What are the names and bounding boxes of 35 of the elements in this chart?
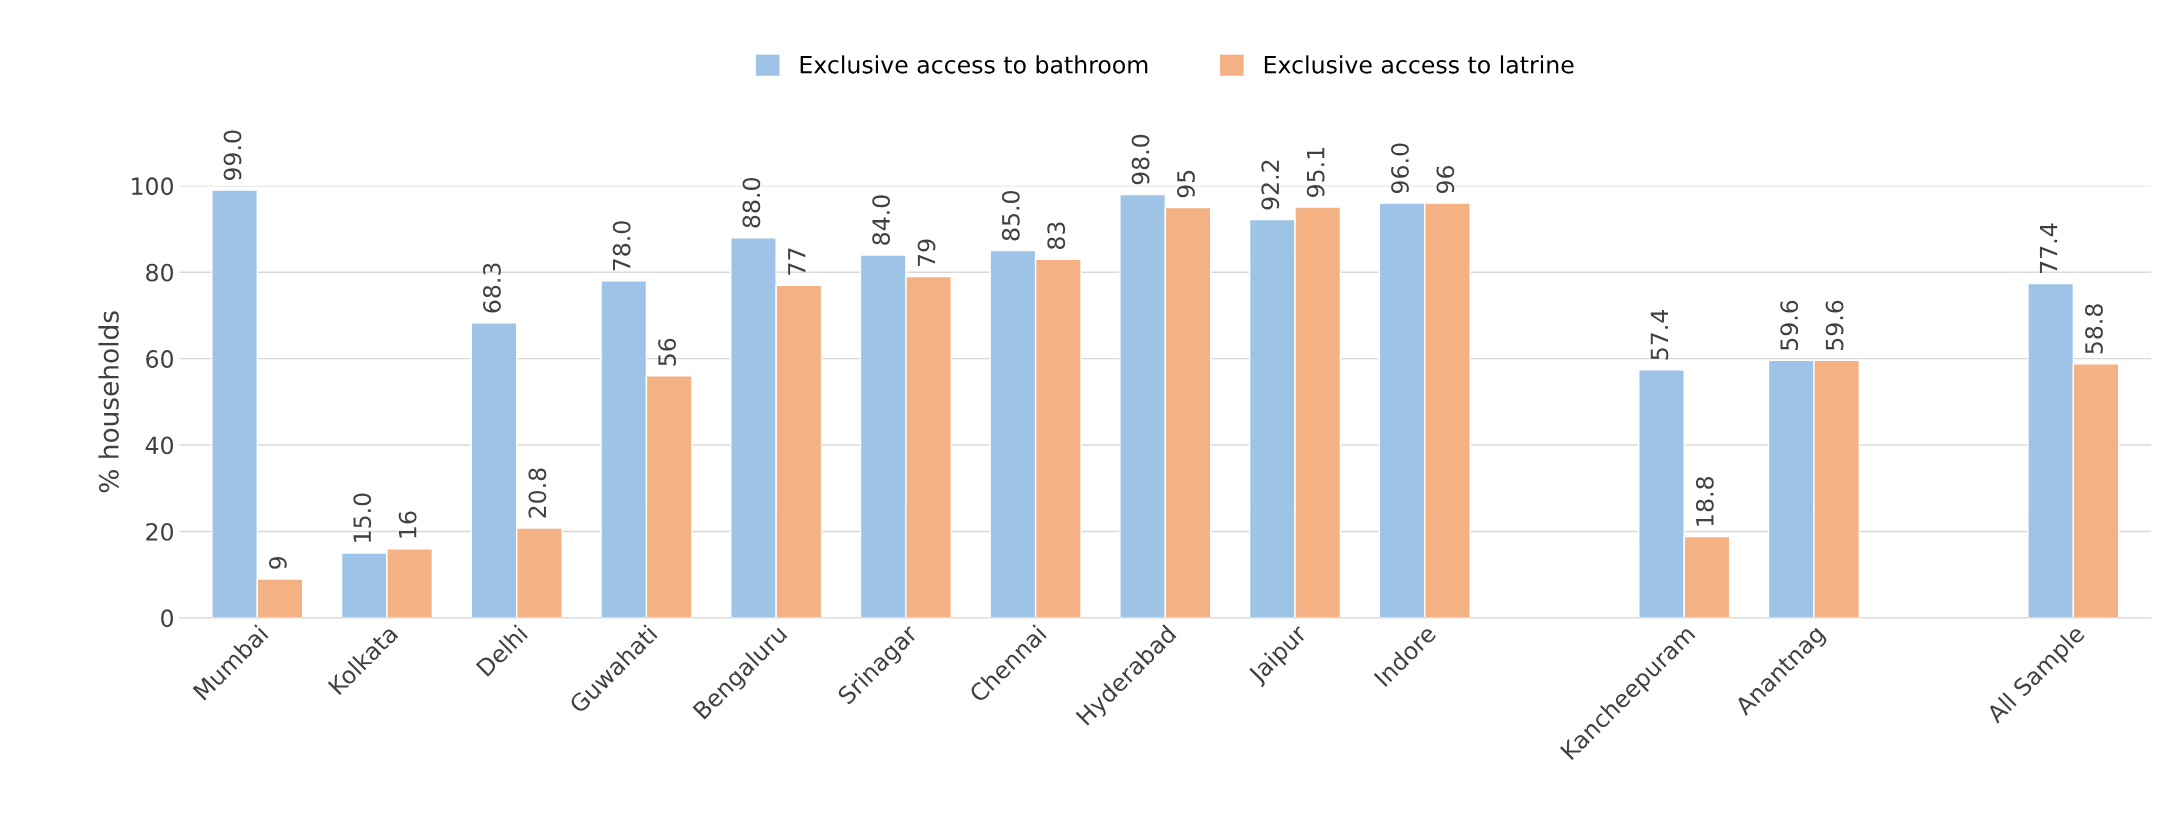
data-label: 79: [917, 239, 936, 266]
data-label: 59.6: [1825, 300, 1844, 350]
data-label: 96.0: [1391, 143, 1409, 193]
y-tick-label: 60: [146, 350, 174, 368]
y-tick-label: 80: [146, 263, 174, 282]
data-label: 98.0: [1131, 134, 1150, 185]
data-label: 99.0: [223, 130, 242, 181]
data-label: 92.2: [1261, 160, 1280, 210]
legend-label: Exclusive access to bathroom: [800, 55, 1148, 74]
data-label: 59.6: [1780, 300, 1799, 350]
data-label: 83: [1047, 222, 1066, 250]
y-tick-label: 0: [161, 609, 174, 628]
data-label: 96: [1436, 165, 1455, 193]
data-label: 16: [398, 511, 417, 538]
y-tick-label: 100: [132, 177, 174, 196]
data-label: 18.8: [1695, 477, 1714, 526]
data-label: 85.0: [1001, 191, 1020, 241]
data-label: 84.0: [872, 195, 891, 245]
data-label: 9: [268, 556, 287, 569]
data-label: 77.4: [2039, 223, 2058, 273]
data-label: 95: [1177, 170, 1195, 198]
y-tick-label: 40: [145, 436, 174, 455]
data-label: 15.0: [353, 493, 372, 542]
y-tick-label: 20: [146, 522, 174, 541]
data-label: 56: [658, 338, 676, 366]
y-axis-title: % households: [98, 311, 119, 493]
data-label: 78.0: [612, 221, 631, 271]
data-label: 95.1: [1306, 147, 1325, 197]
data-label: 58.8: [2085, 304, 2103, 354]
data-label: 88.0: [742, 178, 761, 228]
data-label: 77: [788, 248, 806, 275]
data-label: 20.8: [528, 468, 547, 518]
data-label: 68.3: [483, 263, 501, 313]
data-label: 57.4: [1650, 309, 1669, 360]
legend-label: Exclusive access to latrine: [1264, 55, 1574, 74]
